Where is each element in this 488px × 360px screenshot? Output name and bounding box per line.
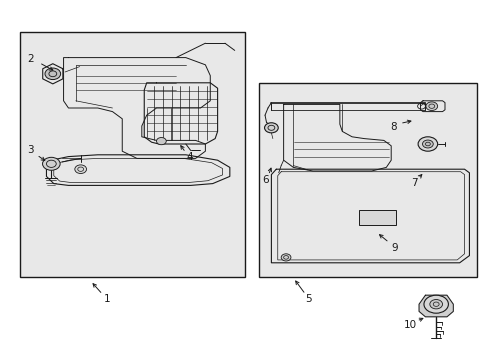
Text: 1: 1 xyxy=(104,294,111,304)
Polygon shape xyxy=(283,104,390,171)
Text: 6: 6 xyxy=(262,175,268,185)
Circle shape xyxy=(423,295,447,313)
Text: 9: 9 xyxy=(391,243,398,253)
Circle shape xyxy=(45,68,61,80)
Circle shape xyxy=(429,300,442,309)
Circle shape xyxy=(281,254,290,261)
Circle shape xyxy=(417,137,437,151)
Text: 8: 8 xyxy=(389,122,396,132)
Circle shape xyxy=(156,138,166,145)
Circle shape xyxy=(422,140,432,148)
Circle shape xyxy=(75,165,86,174)
Circle shape xyxy=(264,123,278,133)
Polygon shape xyxy=(420,101,444,112)
Polygon shape xyxy=(42,64,63,84)
Polygon shape xyxy=(418,295,452,317)
Polygon shape xyxy=(46,155,229,185)
Text: 4: 4 xyxy=(186,152,193,162)
Circle shape xyxy=(425,102,437,111)
Text: 5: 5 xyxy=(304,294,311,304)
Bar xyxy=(20,32,244,277)
Text: 7: 7 xyxy=(410,178,417,188)
Bar xyxy=(359,210,395,225)
Polygon shape xyxy=(144,83,217,144)
Text: 2: 2 xyxy=(27,54,34,64)
Circle shape xyxy=(42,157,60,170)
Polygon shape xyxy=(63,58,210,158)
Polygon shape xyxy=(271,169,468,263)
Text: 10: 10 xyxy=(404,320,416,330)
Text: 3: 3 xyxy=(27,145,34,156)
Bar xyxy=(259,83,476,277)
